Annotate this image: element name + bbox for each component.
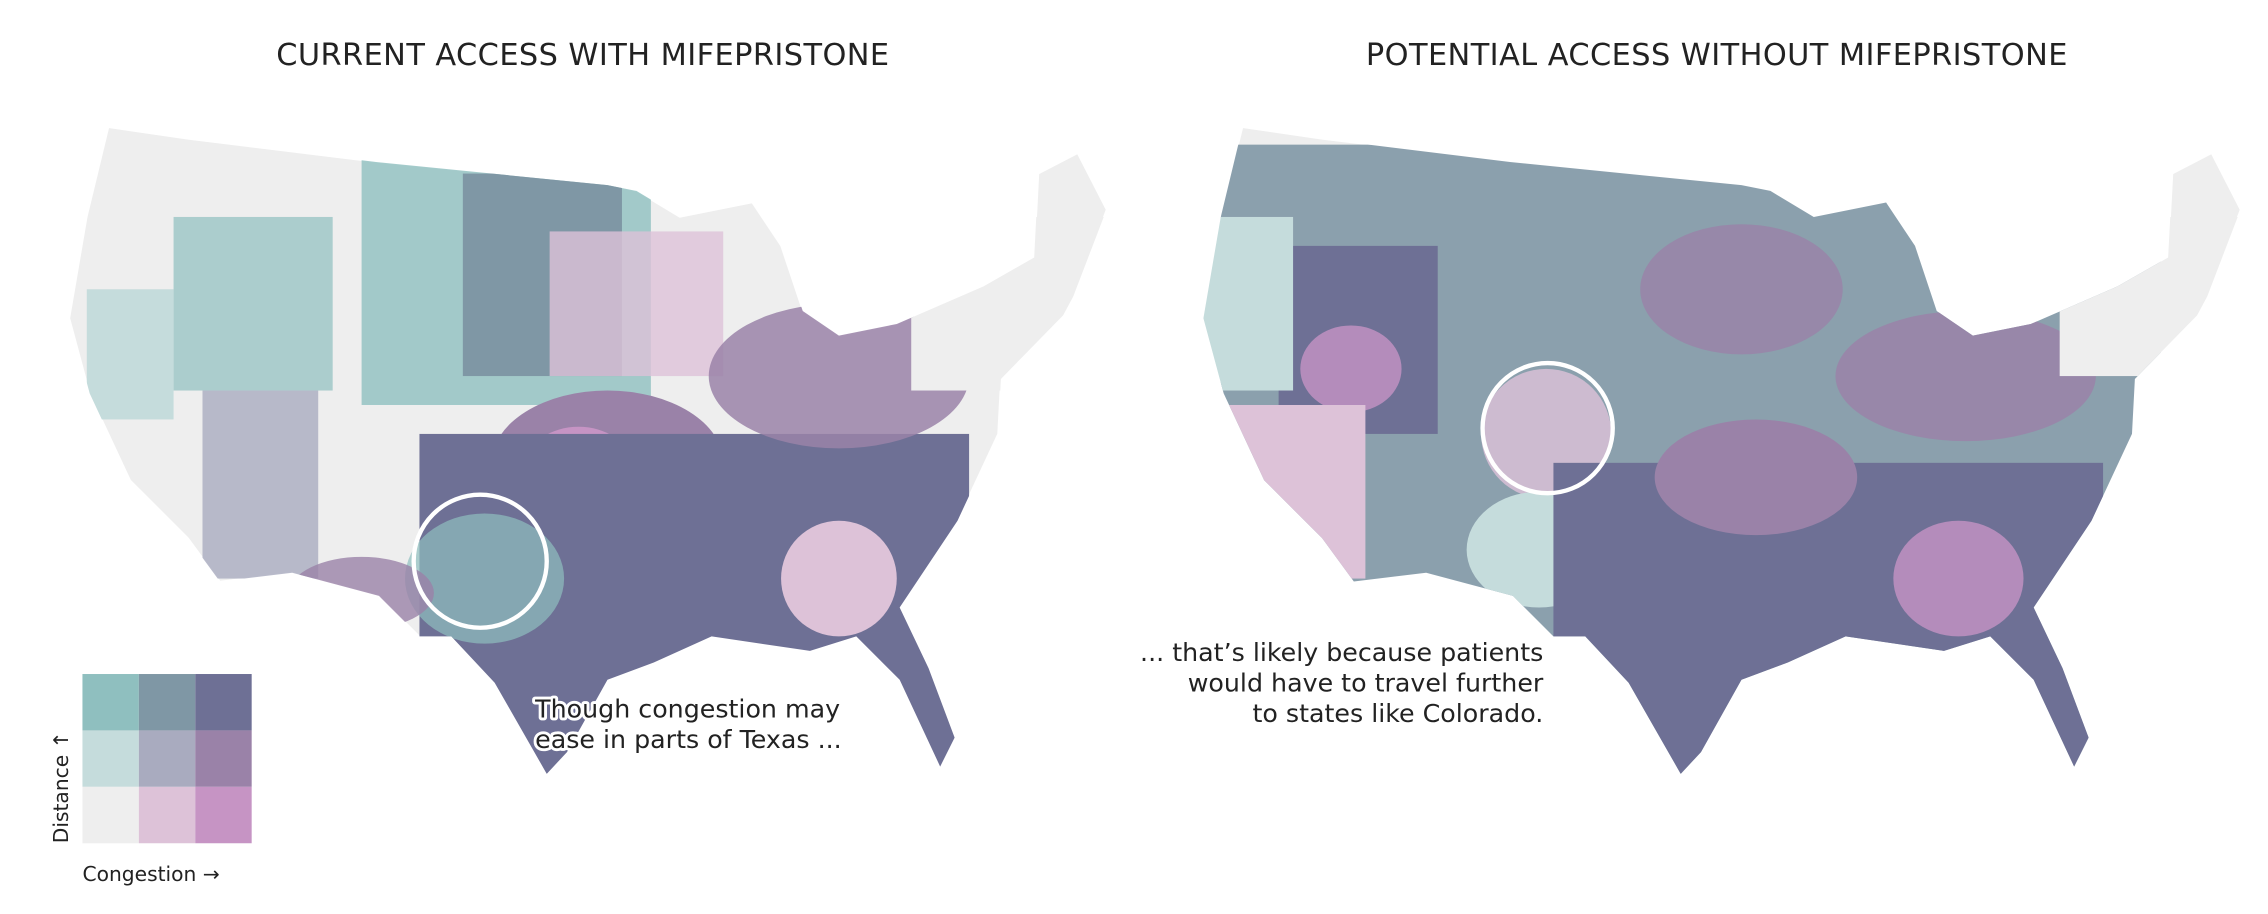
legend: Distance ↑ Congestion → <box>49 674 252 886</box>
annotation: ... that’s likely because patients <box>1140 638 1543 667</box>
panel-title: POTENTIAL ACCESS WITHOUT MIFEPRISTONE <box>1366 38 2068 73</box>
canvas: Distance ↑ Congestion → CURRENT ACCESS W… <box>49 38 2242 886</box>
panel-title: CURRENT ACCESS WITH MIFEPRISTONE <box>276 38 889 73</box>
annotation: ease in parts of Texas ... <box>535 725 842 754</box>
annotation: Though congestion may <box>534 694 840 723</box>
annotation: would have to travel further <box>1188 668 1544 697</box>
annotation: to states like Colorado. <box>1252 699 1543 728</box>
legend-x-label: Congestion → <box>82 862 219 886</box>
legend-y-label: Distance ↑ <box>49 731 73 843</box>
